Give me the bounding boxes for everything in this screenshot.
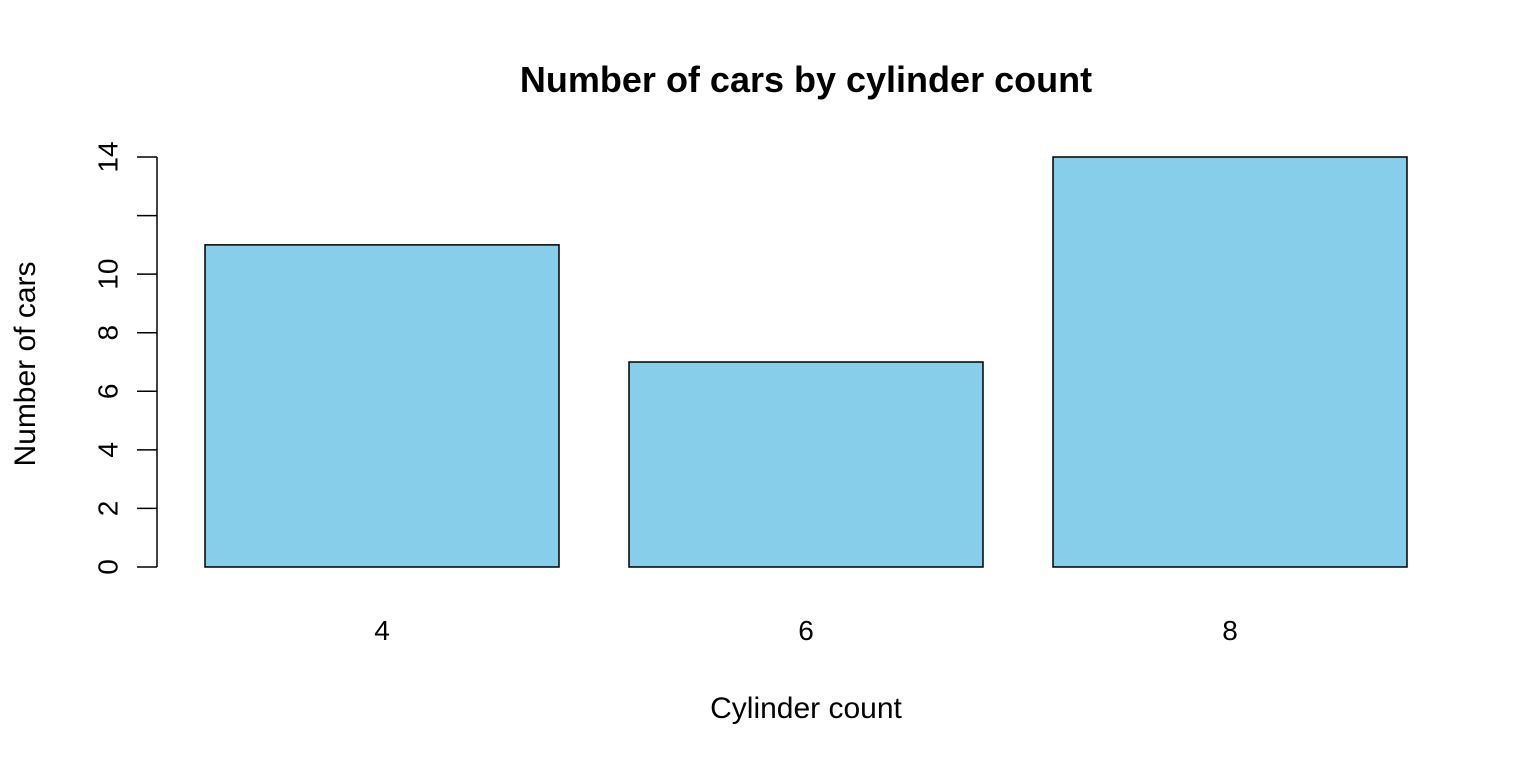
bars bbox=[204, 156, 1408, 568]
y-tick-label: 14 bbox=[92, 141, 123, 172]
y-axis: 0 2 4 6 8 10 14 bbox=[92, 141, 158, 575]
x-tick-label: 8 bbox=[1222, 615, 1238, 646]
y-axis-label: Number of cars bbox=[9, 261, 42, 466]
x-tick-label: 4 bbox=[374, 615, 390, 646]
chart-title: Number of cars by cylinder count bbox=[520, 59, 1092, 100]
y-tick-label: 4 bbox=[92, 442, 123, 458]
y-tick-label: 2 bbox=[92, 501, 123, 517]
x-tick-labels: 4 6 8 bbox=[374, 615, 1238, 646]
bar-4 bbox=[204, 244, 560, 568]
x-axis-label: Cylinder count bbox=[710, 692, 902, 725]
bar-8 bbox=[1052, 156, 1408, 568]
bar-6 bbox=[628, 361, 984, 568]
y-tick-label: 0 bbox=[92, 559, 123, 575]
y-tick-label: 10 bbox=[92, 259, 123, 290]
x-tick-label: 6 bbox=[798, 615, 814, 646]
y-tick-label: 6 bbox=[92, 383, 123, 399]
y-tick-label: 8 bbox=[92, 325, 123, 341]
